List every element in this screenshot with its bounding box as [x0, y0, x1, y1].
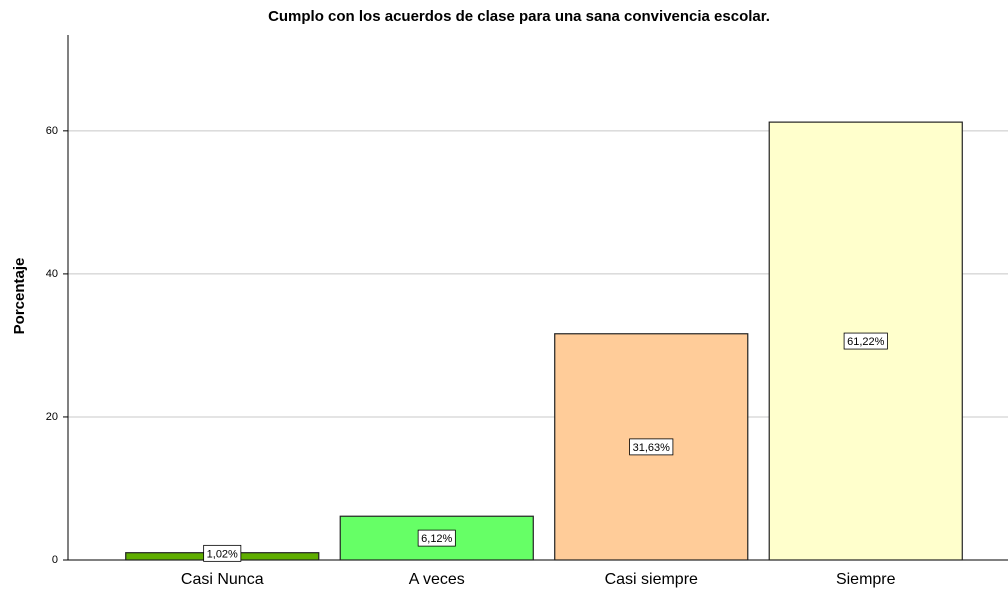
x-tick-label: Siempre — [836, 571, 896, 588]
value-label-box — [417, 529, 456, 547]
y-tick-label: 20 — [46, 411, 58, 423]
value-label: 31,63% — [633, 442, 671, 454]
y-tick-label: 0 — [52, 554, 58, 566]
x-tick-label: A veces — [409, 571, 465, 588]
value-label-box — [203, 544, 242, 562]
value-label: 61,22% — [847, 336, 885, 348]
y-axis-label: Porcentaje — [11, 258, 28, 335]
value-label: 1,02% — [207, 548, 238, 560]
value-label-box — [843, 332, 888, 350]
x-tick-label: Casi siempre — [605, 571, 698, 588]
y-tick-label: 60 — [46, 125, 58, 137]
value-label-box — [629, 438, 674, 456]
value-label: 6,12% — [421, 533, 452, 545]
y-tick-label: 40 — [46, 268, 58, 280]
chart-title: Cumplo con los acuerdos de clase para un… — [268, 8, 770, 25]
x-tick-label: Casi Nunca — [181, 571, 264, 588]
